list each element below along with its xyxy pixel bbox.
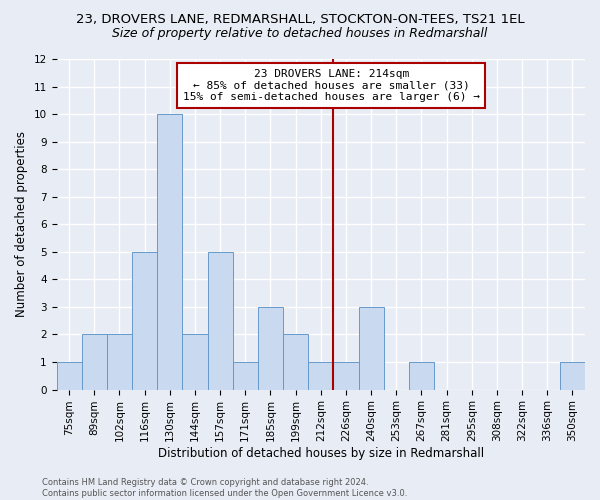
Bar	[308, 362, 334, 390]
Bar	[208, 252, 233, 390]
Bar	[182, 334, 208, 390]
Bar	[409, 362, 434, 390]
X-axis label: Distribution of detached houses by size in Redmarshall: Distribution of detached houses by size …	[158, 447, 484, 460]
Bar	[107, 334, 132, 390]
Text: Contains HM Land Registry data © Crown copyright and database right 2024.
Contai: Contains HM Land Registry data © Crown c…	[42, 478, 407, 498]
Bar	[132, 252, 157, 390]
Bar	[334, 362, 359, 390]
Text: Size of property relative to detached houses in Redmarshall: Size of property relative to detached ho…	[112, 28, 488, 40]
Bar	[359, 307, 383, 390]
Y-axis label: Number of detached properties: Number of detached properties	[15, 132, 28, 318]
Bar	[56, 362, 82, 390]
Bar	[157, 114, 182, 390]
Bar	[283, 334, 308, 390]
Text: 23, DROVERS LANE, REDMARSHALL, STOCKTON-ON-TEES, TS21 1EL: 23, DROVERS LANE, REDMARSHALL, STOCKTON-…	[76, 12, 524, 26]
Bar	[82, 334, 107, 390]
Text: 23 DROVERS LANE: 214sqm
← 85% of detached houses are smaller (33)
15% of semi-de: 23 DROVERS LANE: 214sqm ← 85% of detache…	[183, 69, 480, 102]
Bar	[233, 362, 258, 390]
Bar	[560, 362, 585, 390]
Bar	[258, 307, 283, 390]
